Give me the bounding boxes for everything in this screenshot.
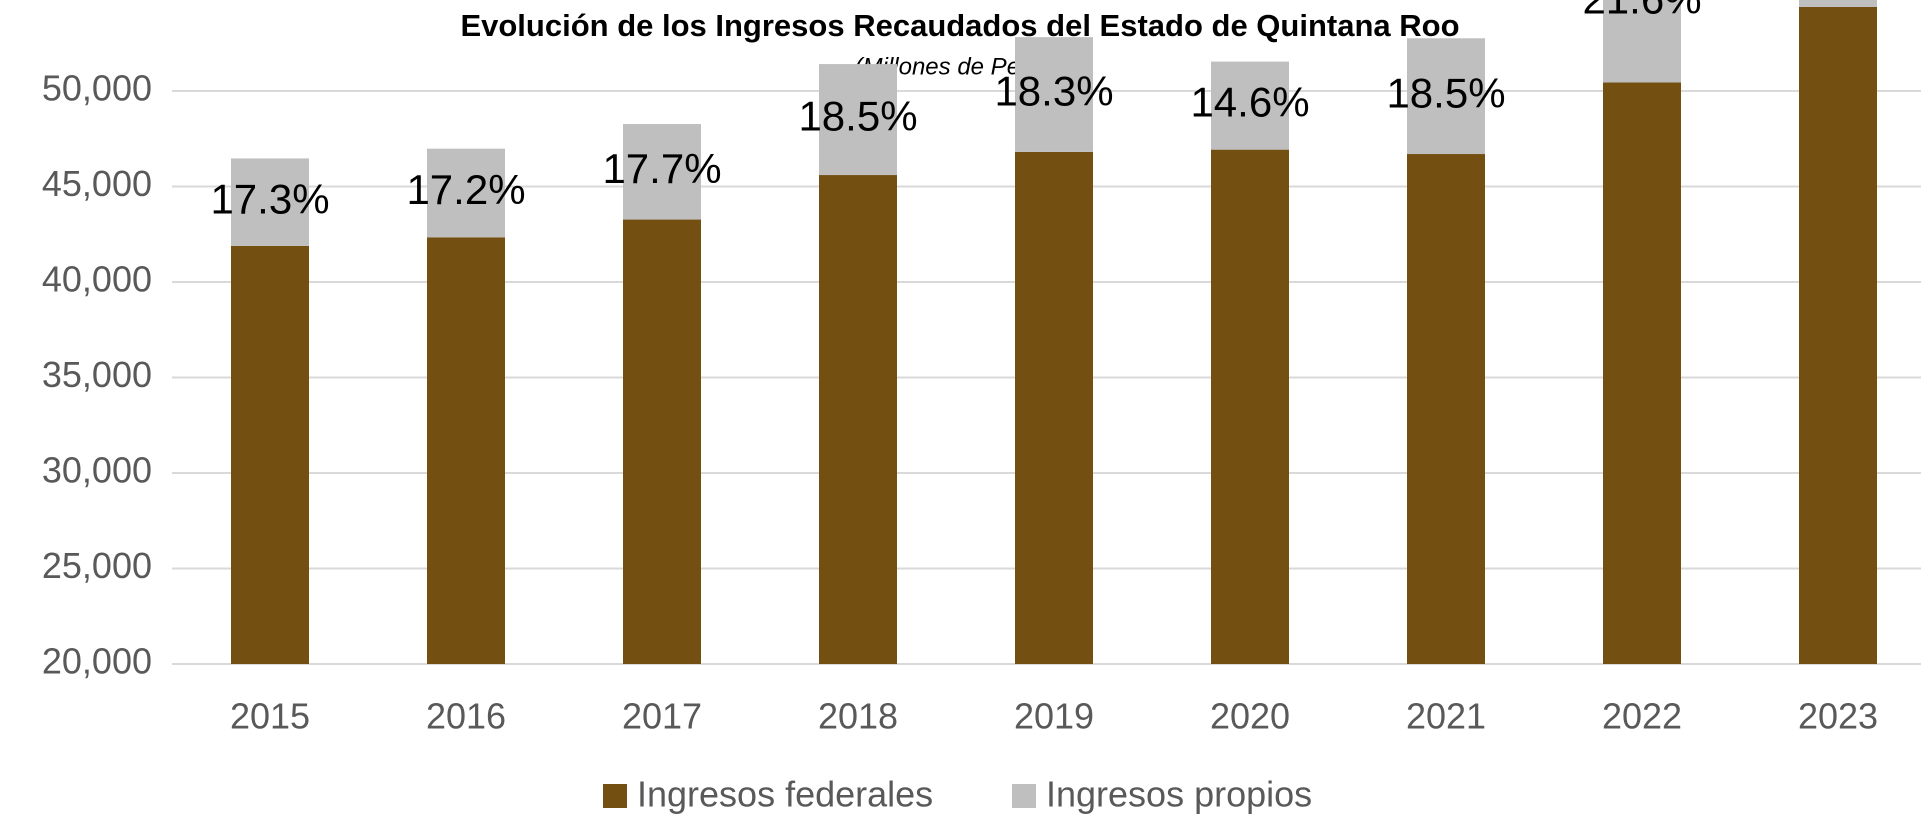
bar-segment (1015, 37, 1093, 152)
y-tick-label: 45,000 (42, 163, 152, 204)
bar-segment (1407, 38, 1485, 155)
bar-segment (427, 148, 505, 238)
share-label: 17.7% (602, 145, 721, 192)
bar-segment (1211, 61, 1289, 150)
bar-segment (623, 124, 701, 220)
share-label: 21.6% (1582, 0, 1701, 22)
y-tick-label: 40,000 (42, 259, 152, 300)
x-tick-label: 2016 (426, 696, 506, 737)
bar-segment (1211, 149, 1289, 665)
x-tick-label: 2021 (1406, 696, 1486, 737)
bar-segment (1603, 0, 1681, 83)
x-tick-label: 2020 (1210, 696, 1290, 737)
bar-segment (819, 175, 897, 665)
share-label: 18.3% (994, 68, 1113, 115)
bar-segment (1015, 151, 1093, 664)
bar-segment (1603, 82, 1681, 664)
y-tick-label: 30,000 (42, 450, 152, 491)
y-tick-label: 20,000 (42, 641, 152, 682)
share-label: 18.5% (798, 93, 917, 140)
bar-segment (1407, 154, 1485, 664)
bar-segment (231, 158, 309, 246)
bar-segment (1799, 6, 1877, 664)
bar-segment (819, 64, 897, 176)
legend-swatch (603, 784, 627, 808)
x-tick-label: 2022 (1602, 696, 1682, 737)
legend-label: Ingresos federales (637, 774, 933, 815)
bar-segment (1799, 0, 1877, 7)
legend-swatch (1012, 784, 1036, 808)
bar-segment (623, 219, 701, 664)
x-tick-label: 2019 (1014, 696, 1094, 737)
bar-segment (427, 237, 505, 664)
bar-segment (231, 245, 309, 664)
share-label: 17.3% (210, 175, 329, 222)
share-label: 17.2% (406, 166, 525, 213)
chart-title: Evolución de los Ingresos Recaudados del… (460, 8, 1459, 43)
y-tick-label: 35,000 (42, 354, 152, 395)
share-label: 14.6% (1190, 79, 1309, 126)
y-tick-label: 25,000 (42, 545, 152, 586)
x-tick-label: 2023 (1798, 696, 1878, 737)
legend-label: Ingresos propios (1046, 774, 1312, 815)
x-tick-label: 2018 (818, 696, 898, 737)
x-tick-label: 2017 (622, 696, 702, 737)
share-label: 18.5% (1386, 69, 1505, 116)
y-tick-label: 50,000 (42, 68, 152, 109)
x-tick-label: 2015 (230, 696, 310, 737)
